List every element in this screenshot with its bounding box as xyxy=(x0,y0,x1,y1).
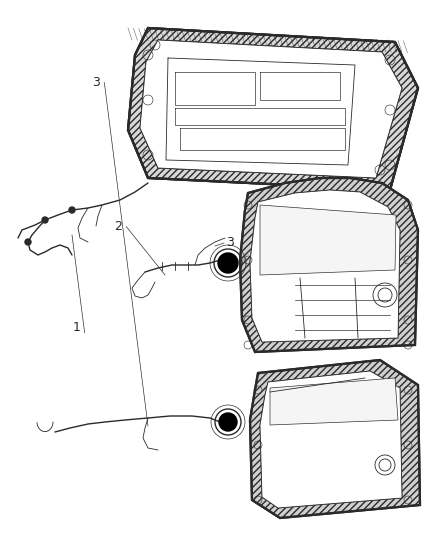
Circle shape xyxy=(219,413,237,431)
Polygon shape xyxy=(240,178,418,352)
Text: 1: 1 xyxy=(73,321,81,334)
Circle shape xyxy=(218,253,238,273)
Polygon shape xyxy=(260,205,396,275)
Polygon shape xyxy=(250,190,400,342)
Polygon shape xyxy=(260,371,402,508)
Polygon shape xyxy=(140,40,402,178)
Circle shape xyxy=(42,217,48,223)
Circle shape xyxy=(25,239,31,245)
Polygon shape xyxy=(128,28,418,190)
Text: 3: 3 xyxy=(226,237,234,249)
Text: 3: 3 xyxy=(92,76,100,89)
Polygon shape xyxy=(270,378,398,425)
Polygon shape xyxy=(140,40,402,178)
Polygon shape xyxy=(250,190,400,342)
Polygon shape xyxy=(260,371,402,508)
Polygon shape xyxy=(250,360,420,518)
Circle shape xyxy=(69,207,75,213)
Text: 2: 2 xyxy=(114,220,122,233)
